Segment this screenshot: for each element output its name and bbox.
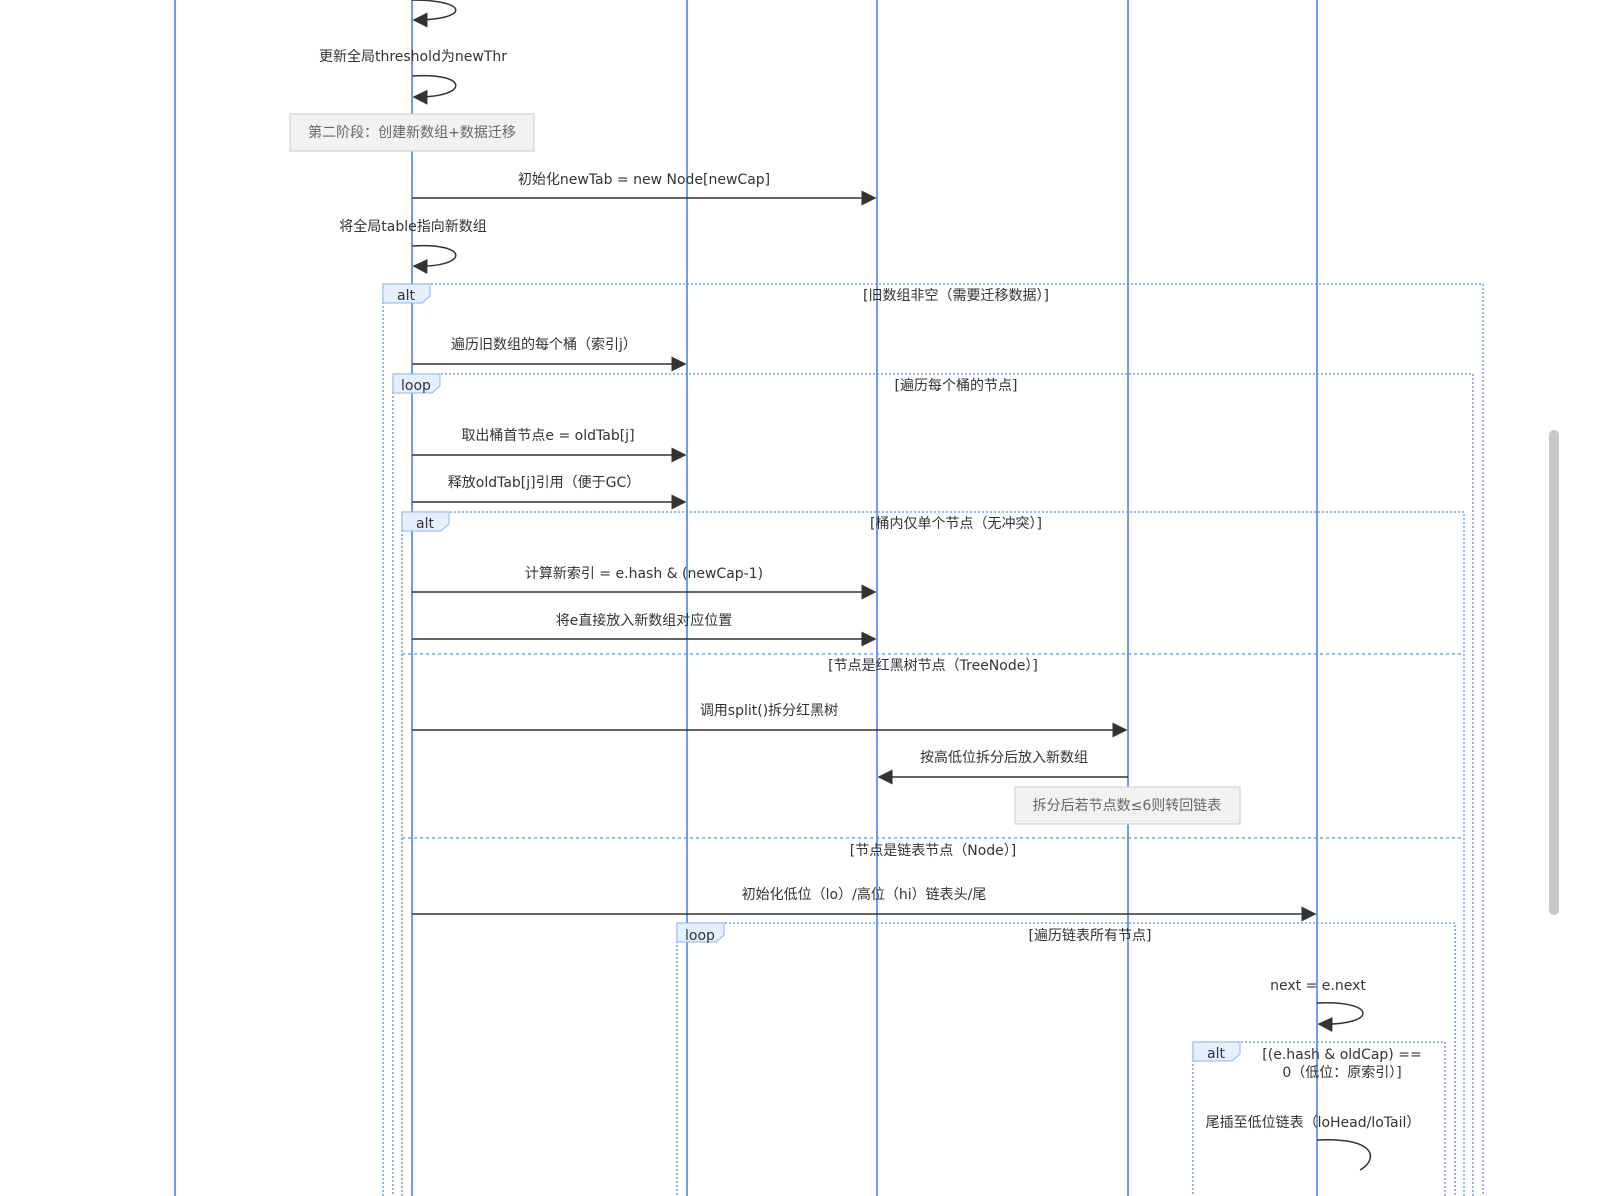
alt-label: alt (416, 516, 434, 532)
loop-condition: [遍历链表所有节点] (1029, 928, 1152, 944)
alt-condition-line2: 0（低位：原索引）] (1282, 1064, 1401, 1081)
message-label: 计算新索引 = e.hash & (newCap-1) (525, 565, 763, 582)
self-message-arrow (411, 74, 457, 105)
message-label: 初始化newTab = new Node[newCap] (518, 171, 770, 188)
message-label: 初始化低位（lo）/高位（hi）链表头/尾 (742, 886, 987, 903)
self-message-arrow (1316, 1139, 1372, 1171)
loop-frame-buckets (392, 373, 1474, 1196)
self-message-arrow (411, 244, 457, 274)
loop-label: loop (401, 378, 431, 394)
alt-label: alt (397, 288, 415, 304)
alt-frame-node-type (401, 511, 1465, 1196)
else-condition: [节点是红黑树节点（TreeNode）] (828, 658, 1038, 674)
scrollbar-thumb[interactable] (1549, 430, 1559, 915)
alt-tag-outer (382, 283, 431, 304)
loop-tag-buckets (392, 373, 441, 394)
alt-condition-line1: [(e.hash & oldCap) == (1262, 1047, 1421, 1063)
note-phase-two (289, 113, 535, 152)
message-label: 将e直接放入新数组对应位置 (556, 612, 733, 629)
else-condition: [节点是链表节点（Node）] (850, 843, 1016, 859)
alt-condition: [桶内仅单个节点（无冲突）] (870, 516, 1042, 532)
message-label: 更新全局threshold为newThr (319, 48, 507, 65)
note-text: 第二阶段：创建新数组+数据迁移 (308, 124, 516, 141)
message-label: 尾插至低位链表（loHead/loTail） (1206, 1115, 1421, 1131)
message-label: 调用split()拆分红黑树 (700, 703, 838, 719)
message-label: 释放oldTab[j]引用（便于GC） (448, 475, 640, 491)
alt-tag-low-high (1192, 1041, 1241, 1062)
message-label: 将全局table指向新数组 (339, 218, 486, 235)
message-label: 遍历旧数组的每个桶（索引j） (451, 336, 637, 353)
alt-frame-outer (382, 283, 1484, 1196)
note-text: 拆分后若节点数≤6则转回链表 (1033, 798, 1222, 814)
message-label: next = e.next (1270, 978, 1366, 994)
lifelines (174, 0, 1318, 1196)
message-label: 按高低位拆分后放入新数组 (920, 749, 1088, 766)
loop-label: loop (685, 928, 715, 944)
loop-condition: [遍历每个桶的节点] (895, 378, 1018, 394)
alt-condition: [旧数组非空（需要迁移数据）] (863, 288, 1049, 304)
self-message-arrow (411, 0, 457, 28)
alt-tag-node-type (401, 511, 450, 532)
loop-frame-list (676, 922, 1456, 1196)
message-label: 取出桶首节点e = oldTab[j] (461, 428, 634, 444)
self-message-arrow (1316, 1002, 1364, 1032)
note-split (1014, 786, 1241, 825)
loop-tag-list (676, 922, 725, 943)
alt-label: alt (1207, 1046, 1225, 1062)
alt-frame-low-high (1192, 1041, 1446, 1196)
